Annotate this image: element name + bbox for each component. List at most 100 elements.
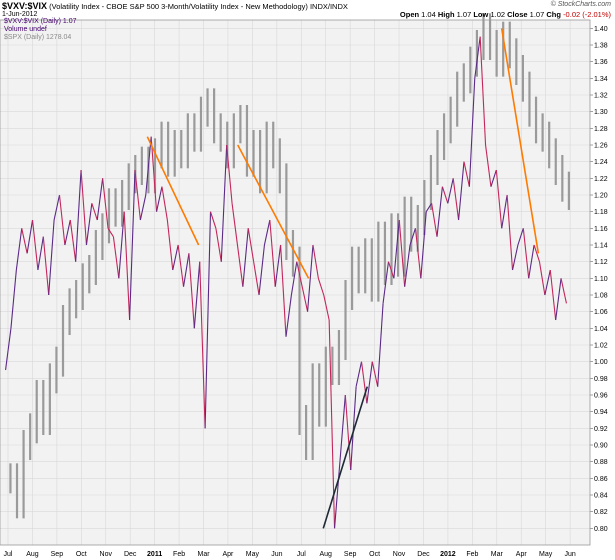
ratio-segment (139, 194, 147, 221)
ratio-segment (53, 194, 61, 221)
open-value: 1.04 (421, 10, 436, 19)
brand-logo[interactable]: © StockCharts.com (550, 1, 611, 8)
ratio-segment (10, 269, 17, 329)
ratio-segment (339, 394, 346, 462)
ratio-segment (107, 228, 114, 237)
ratio-segment (517, 228, 524, 246)
plot-background (0, 20, 590, 545)
ratio-segment (145, 136, 152, 196)
ratio-segment (528, 244, 535, 279)
ratio-segment (215, 228, 222, 262)
y-tick-label: 0.90 (594, 443, 608, 450)
ratio-segment (468, 78, 476, 187)
ratio-segment (188, 253, 195, 329)
ratio-segment (317, 278, 325, 296)
trendline (146, 136, 200, 246)
y-tick-label: 1.18 (594, 209, 608, 216)
ratio-segment (522, 228, 530, 279)
ratio-segment (37, 236, 44, 271)
ratio-segment (560, 278, 567, 304)
ratio-segment (323, 294, 330, 321)
x-tick-label: Oct (76, 551, 87, 558)
y-tick-label: 1.04 (594, 326, 608, 333)
y-tick-label: 0.82 (594, 509, 608, 516)
ratio-segment (112, 236, 120, 279)
ratio-segment (296, 261, 303, 287)
ratio-segment (156, 186, 163, 212)
ratio-segment (48, 219, 55, 296)
x-tick-label: Aug (319, 551, 332, 558)
ratio-segment (393, 219, 400, 279)
ratio-segment (123, 211, 131, 321)
ratio-segment (414, 228, 422, 279)
high-value: 1.07 (456, 10, 472, 19)
y-tick-label: 1.08 (594, 293, 608, 300)
y-tick-label: 0.98 (594, 376, 608, 383)
x-tick-label: Jul (297, 551, 306, 558)
y-tick-label: 1.06 (594, 309, 608, 316)
ratio-segment (387, 261, 395, 279)
x-tick-label: 2011 (147, 551, 162, 558)
ratio-segment (80, 169, 88, 246)
y-tick-label: 1.32 (594, 93, 608, 100)
ratio-segment (204, 211, 212, 429)
ratio-segment (333, 461, 341, 529)
x-tick-label: 2012 (440, 551, 456, 558)
y-tick-label: 1.28 (594, 126, 608, 133)
ratio-segment (231, 203, 239, 246)
ratio-segment (290, 261, 298, 296)
ratio-segment (69, 219, 77, 262)
y-tick-label: 1.20 (594, 193, 608, 200)
legend-ratio: $VXV:$VIX (Daily) 1.07 (4, 18, 77, 25)
ratio-segment (42, 236, 50, 296)
ratio-segment (404, 244, 411, 287)
ratio-segment (263, 219, 271, 246)
y-tick-label: 1.14 (594, 243, 608, 250)
close-value: 1.07 (529, 10, 545, 19)
x-tick-label: Dec (417, 551, 430, 558)
x-tick-label: Jun (271, 551, 282, 558)
y-tick-label: 1.00 (594, 359, 608, 366)
y-tick-label: 0.80 (594, 526, 608, 533)
x-tick-label: Feb (173, 551, 185, 558)
ratio-segment (21, 228, 28, 254)
ratio-segment (544, 269, 551, 296)
ratio-segment (495, 169, 503, 229)
x-tick-label: Sep (51, 551, 64, 558)
ratio-segment (177, 244, 185, 287)
chart-title: $VXV:$VIX (Volatility Index - CBOE S&P 5… (2, 1, 348, 11)
x-tick-label: Feb (466, 551, 478, 558)
ratio-segment (538, 261, 546, 296)
x-tick-label: Aug (26, 551, 39, 558)
chart-header: $VXV:$VIX (Volatility Index - CBOE S&P 5… (0, 0, 615, 20)
y-tick-label: 1.10 (594, 276, 608, 283)
y-tick-label: 1.40 (594, 26, 608, 33)
ratio-segment (182, 253, 190, 287)
ratio-segment (409, 228, 416, 246)
ratio-segment (382, 261, 390, 304)
chart-date: 1-Jun-2012 (2, 11, 38, 18)
y-tick-label: 0.96 (594, 393, 608, 400)
x-tick-label: Jul (4, 551, 13, 558)
trendline (237, 144, 310, 279)
y-tick-label: 1.36 (594, 59, 608, 66)
ratio-segment (355, 361, 363, 387)
x-tick-label: May (539, 551, 553, 558)
y-tick-label: 1.24 (594, 159, 608, 166)
ratio-segment (258, 244, 265, 296)
ratio-segment (398, 219, 406, 287)
ratio-segment (344, 394, 352, 471)
y-tick-label: 1.26 (594, 143, 608, 150)
ratio-segment (441, 186, 449, 204)
high-label: High (437, 10, 455, 19)
ratio-segment (253, 261, 260, 296)
y-tick-label: 1.02 (594, 343, 608, 350)
x-tick-label: Jun (564, 551, 575, 558)
ratio-segment (436, 186, 443, 237)
ratio-segment (193, 261, 201, 329)
ratio-segment (15, 228, 23, 271)
ratio-segment (269, 219, 276, 287)
ratio-segment (301, 286, 309, 312)
legend-spx: $SPX (Daily) 1278.04 (4, 34, 72, 41)
ratio-segment (458, 161, 465, 221)
